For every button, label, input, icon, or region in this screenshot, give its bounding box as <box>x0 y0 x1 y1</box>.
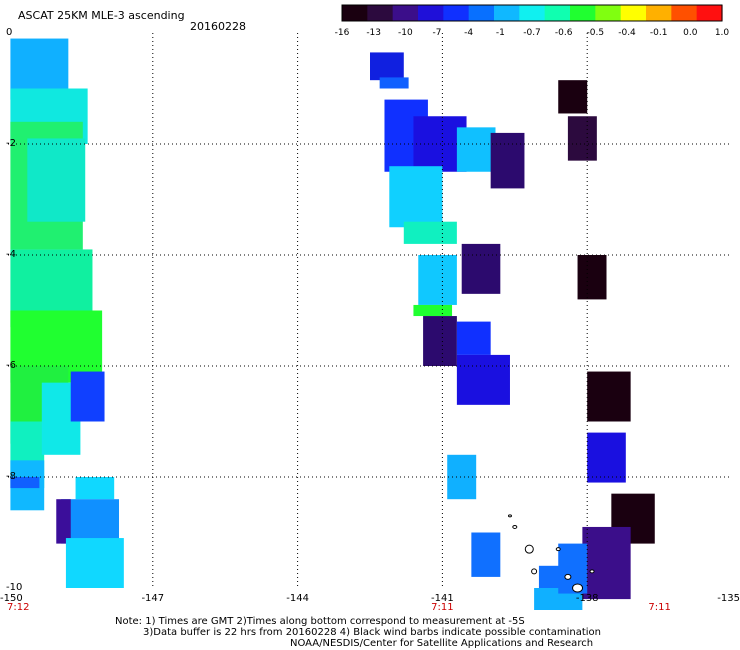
colorbar-label: -0.5 <box>587 28 605 38</box>
y-tick-label: -2 <box>6 138 16 149</box>
y-tick-label: -10 <box>6 582 22 593</box>
island <box>512 524 518 529</box>
y-tick-label: 0 <box>6 27 12 38</box>
wind-cell <box>558 543 588 594</box>
footnote-line-3: NOAA/NESDIS/Center for Satellite Applica… <box>290 638 594 649</box>
colorbar-segment <box>418 5 444 21</box>
colorbar-segment <box>620 5 647 21</box>
wind-cell <box>27 138 86 222</box>
x-tick-label: -135 <box>717 593 740 604</box>
colorbar-segment <box>443 5 470 21</box>
wind-cell <box>403 221 457 244</box>
colorbar-label: -1 <box>496 28 505 38</box>
colorbar-segment <box>696 5 723 21</box>
x-tick-label: -141 <box>431 593 454 604</box>
wind-cell <box>567 116 597 161</box>
island <box>507 514 512 518</box>
map-plot: -150 -147 -144 -141 -138 -135 0 -2 -4 -6 -8 -10 7:12… <box>0 27 740 610</box>
island <box>555 547 561 552</box>
footnote-line-2: 3)Data buffer is 22 hrs from 20160228 4)… <box>143 627 601 638</box>
wind-cell <box>423 316 457 366</box>
wind-cell <box>389 166 443 228</box>
wind-cell <box>10 477 40 489</box>
colorbar-segment <box>468 5 495 21</box>
colorbar-segment <box>342 5 368 21</box>
colorbar: -16 -13 -10 -7 -4 -1 -0.7 -0.6 -0.5 -0.4 -0.1 0.0 1.… <box>335 4 730 38</box>
wind-cell <box>456 354 510 405</box>
wind-cell <box>379 77 409 89</box>
colorbar-label: 1.0 <box>715 28 730 38</box>
wind-cell <box>70 371 105 422</box>
x-tick-label: -144 <box>286 593 309 604</box>
colorbar-segment <box>671 5 698 21</box>
colorbar-label: -7 <box>433 28 442 38</box>
colorbar-segment <box>646 5 672 21</box>
wind-cell <box>577 255 607 300</box>
island <box>564 573 572 580</box>
wind-cell <box>461 243 501 294</box>
map-title: ASCAT 25KM MLE-3 ascending <box>18 9 185 22</box>
footnote-line-1: Note: 1) Times are GMT 2)Times along bot… <box>115 616 525 627</box>
wind-cell <box>456 127 496 172</box>
map-date: 20160228 <box>190 20 246 33</box>
island <box>524 544 534 554</box>
colorbar-label: -0.1 <box>650 28 668 38</box>
wind-cell <box>558 80 588 114</box>
wind-cell <box>65 538 124 588</box>
wind-cell <box>490 132 525 189</box>
x-tick-label: -138 <box>576 593 599 604</box>
colorbar-label: -0.7 <box>523 28 541 38</box>
time-label: 7:11 <box>431 602 453 610</box>
colorbar-segment <box>570 5 596 21</box>
colorbar-label: 0.0 <box>683 28 698 38</box>
colorbar-label: -16 <box>335 28 350 38</box>
wind-cell <box>75 477 115 500</box>
colorbar-segment <box>519 5 546 21</box>
x-tick-label: -150 <box>0 593 23 604</box>
y-tick-label: -8 <box>6 471 16 482</box>
colorbar-label: -0.4 <box>618 28 636 38</box>
island <box>572 583 584 593</box>
time-label: 7:11 <box>648 602 670 610</box>
colorbar-segment <box>544 5 571 21</box>
wind-cell <box>471 532 501 577</box>
wind-cell <box>413 304 453 317</box>
colorbar-segment <box>392 5 419 21</box>
wind-cell <box>418 255 457 305</box>
colorbar-label: -10 <box>398 28 413 38</box>
wind-cell <box>587 432 626 483</box>
wind-cell <box>587 371 631 422</box>
colorbar-label: -4 <box>464 28 473 38</box>
colorbar-segment <box>367 5 394 21</box>
wind-cell <box>456 321 491 355</box>
island <box>589 569 595 574</box>
y-tick-label: -4 <box>6 249 16 260</box>
colorbar-frame <box>341 4 723 22</box>
wind-cell <box>370 52 404 81</box>
island <box>531 568 538 575</box>
colorbar-segment <box>595 5 622 21</box>
wind-cell <box>582 526 631 600</box>
wind-cell <box>56 499 71 544</box>
colorbar-segment <box>494 5 520 21</box>
time-label: 7:12 <box>7 602 29 610</box>
colorbar-label: -13 <box>366 28 381 38</box>
x-tick-label: -147 <box>141 593 164 604</box>
wind-cell <box>447 454 477 500</box>
colorbar-label: -0.6 <box>555 28 573 38</box>
y-tick-label: -6 <box>6 360 16 371</box>
